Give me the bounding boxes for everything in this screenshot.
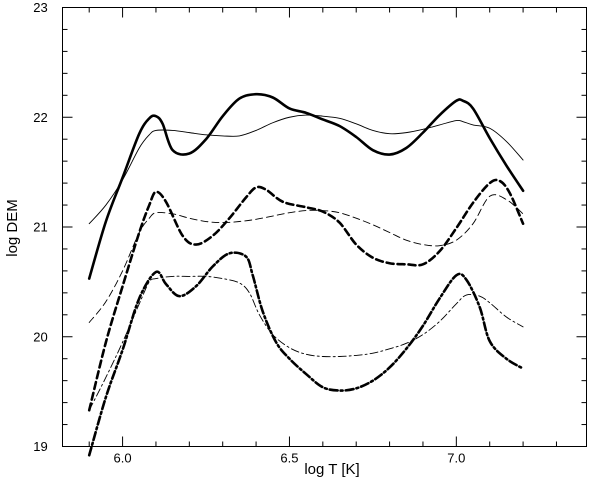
axis-ticks xyxy=(62,7,587,447)
y-tick-label: 23 xyxy=(33,0,47,15)
series-lines xyxy=(87,92,525,457)
y-axis-title: log DEM xyxy=(4,199,21,257)
series-line-thick-dashed xyxy=(87,178,525,412)
tick-labels: 6.0 6.5 7.0 19 20 21 22 23 xyxy=(33,0,465,466)
y-tick-label: 22 xyxy=(33,110,47,125)
series-line-thick-dash-dot xyxy=(87,251,525,457)
x-tick-label: 7.0 xyxy=(447,451,465,466)
series-line-thin-dash-dot xyxy=(88,275,524,411)
y-tick-label: 19 xyxy=(33,439,47,454)
x-axis-title: log T [K] xyxy=(304,461,359,478)
y-tick-label: 20 xyxy=(33,329,47,344)
y-tick-label: 21 xyxy=(33,220,47,235)
x-tick-label: 6.5 xyxy=(280,451,298,466)
series-line-thin-solid xyxy=(88,114,524,225)
series-line-thick-solid xyxy=(87,92,525,280)
series-line-thin-dashed xyxy=(88,194,524,323)
x-tick-label: 6.0 xyxy=(114,451,132,466)
